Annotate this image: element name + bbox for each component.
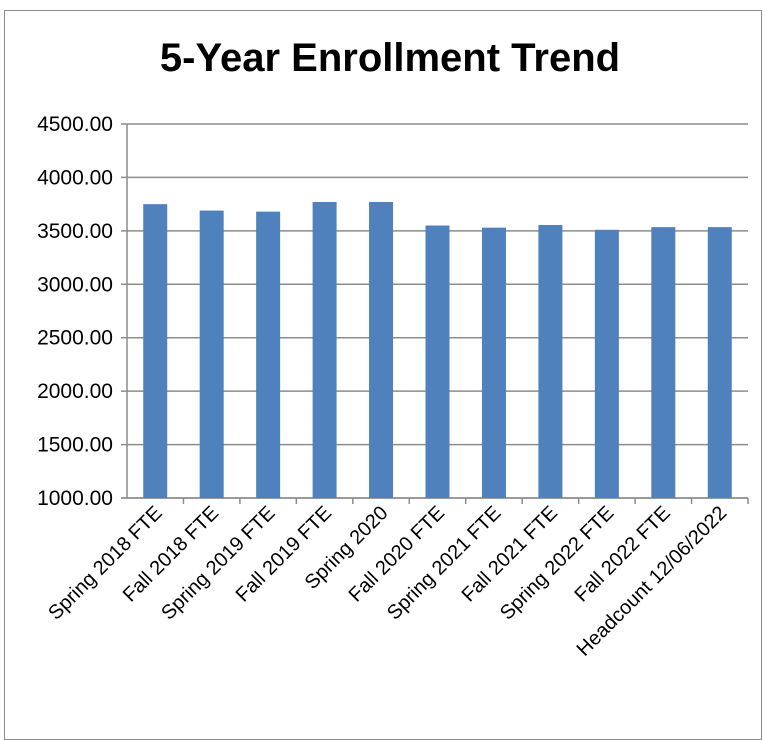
- y-tick-label: 2000.00: [37, 380, 113, 403]
- bar: [594, 229, 619, 498]
- y-tick-labels: 1000.00 1500.00 2000.00 2500.00 3000.00 3500.…: [37, 113, 113, 510]
- bar: [312, 202, 337, 498]
- bar-chart: 1000.00 1500.00 2000.00 2500.00 3000.00 3500.…: [37, 113, 749, 661]
- bar: [256, 211, 281, 498]
- chart-title: 5-Year Enrollment Trend: [159, 36, 621, 80]
- y-tick-label: 2500.00: [37, 327, 113, 350]
- bars: [143, 202, 732, 499]
- y-tick-label: 4000.00: [37, 166, 113, 189]
- y-tick-label: 4500.00: [37, 113, 113, 136]
- bar: [143, 204, 168, 498]
- bar: [538, 224, 563, 499]
- bar: [481, 227, 506, 498]
- bar: [425, 225, 450, 498]
- bar: [707, 227, 732, 499]
- bar: [651, 227, 676, 499]
- y-tick-label: 1500.00: [37, 434, 113, 457]
- y-tick-label: 3000.00: [37, 273, 113, 296]
- bar: [199, 210, 224, 498]
- y-tick-label: 3500.00: [37, 220, 113, 243]
- y-tick-label: 1000.00: [37, 487, 113, 510]
- bar: [369, 202, 394, 498]
